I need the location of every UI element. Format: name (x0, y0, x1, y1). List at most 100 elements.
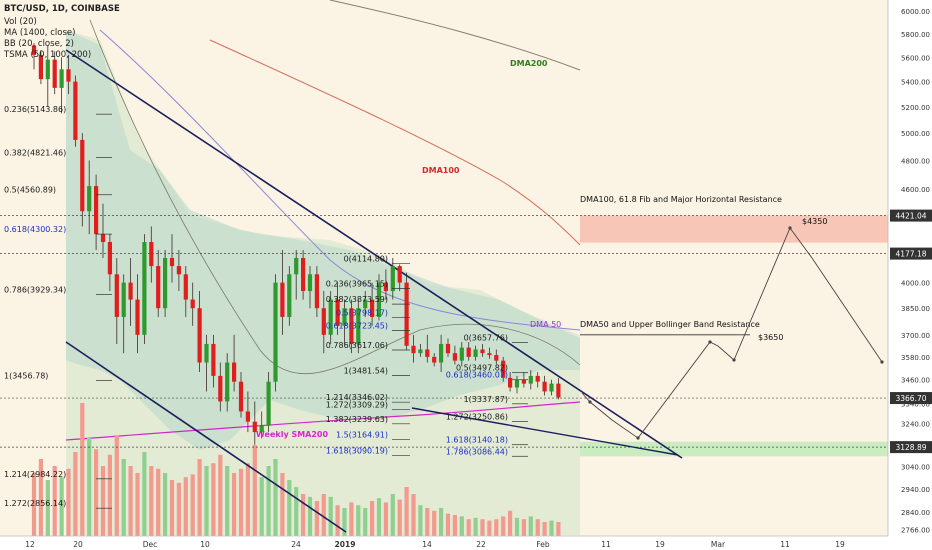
candle-body (80, 139, 85, 212)
volume-bar (376, 498, 382, 536)
volume-bar (211, 463, 216, 536)
volume-bar (80, 403, 85, 536)
time-axis-panel (0, 536, 888, 550)
indicator-bb[interactable]: BB (20, close, 2) (4, 39, 74, 49)
volume-bar (480, 519, 485, 536)
volume-bar (404, 487, 409, 536)
dma50-label: DMA 50 (530, 320, 561, 329)
volume-bar (94, 449, 99, 536)
price-tag-box (890, 441, 932, 454)
volume-bar (542, 522, 547, 536)
price-tag-label: 4421.04 (895, 212, 926, 221)
candle-body (411, 345, 416, 354)
price-axis-tick-label: 4000.00 (901, 280, 930, 288)
price-axis-panel (888, 0, 932, 550)
indicator-ma[interactable]: MA (1400, close) (4, 28, 76, 38)
projection-arrowhead (708, 340, 712, 344)
candle-body (335, 299, 340, 326)
target-3650-label: $3650 (758, 333, 783, 342)
price-axis-tick-label: 4600.00 (901, 186, 930, 194)
time-axis-tick-label: 11 (601, 540, 611, 549)
candle-body (356, 308, 361, 344)
volume-bar (432, 510, 437, 536)
candle-body (349, 308, 354, 344)
volume-bar (266, 466, 271, 536)
candle-body (190, 299, 195, 309)
time-axis-tick-label: 2019 (335, 540, 356, 549)
price-tag-label: 4177.18 (895, 250, 926, 259)
candle-body (225, 362, 230, 402)
volume-bar (501, 516, 506, 536)
volume-bar (238, 468, 244, 536)
candle-body (466, 347, 471, 357)
price-axis-tick-label: 5000.00 (901, 130, 930, 138)
fib-right-label: 0.618(3460.07) (446, 371, 508, 380)
candle-body (252, 421, 257, 433)
price-axis-tick-label: 5800.00 (901, 31, 930, 39)
fib-left-label: 0.618(4300.32) (4, 225, 66, 234)
volume-bar (321, 494, 326, 536)
fib-mid-label: 0.618(3723.45) (326, 322, 388, 331)
volume-bar (121, 459, 126, 536)
fib-left-label: 0.236(5143.86) (4, 105, 66, 114)
resistance-zone-annotation: DMA100, 61.8 Fib and Major Horizontal Re… (580, 195, 782, 204)
price-axis-tick-label: 3850.00 (901, 305, 930, 313)
weekly-sma200-line (65, 401, 581, 441)
candle-body (31, 45, 37, 55)
volume-bar (38, 459, 43, 536)
candle-body (294, 257, 299, 275)
candle-body (273, 282, 278, 382)
dma200-line (329, 0, 581, 71)
candle-body (73, 81, 78, 140)
volume-bar (383, 502, 388, 536)
volume-bar (439, 508, 444, 536)
time-axis-tick-label: 10 (200, 540, 210, 549)
volume-bar (487, 520, 492, 536)
candle-body (508, 377, 513, 388)
volume-bar (390, 494, 395, 536)
volume-bar (100, 466, 106, 536)
price-axis-tick-label: 4800.00 (901, 158, 930, 166)
volume-bar (514, 517, 520, 536)
fib-mid-label: 0.786(3617.06) (326, 341, 388, 350)
volume-bar (73, 452, 78, 536)
volume-bar (425, 508, 430, 536)
candle-body (542, 381, 547, 392)
volume-bar (59, 477, 64, 536)
volume-bar (280, 473, 285, 536)
indicator-tsma[interactable]: TSMA (50, 100, 200) (4, 50, 92, 60)
volume-bar (521, 519, 526, 536)
fib-left-label: 0.786(3929.34) (4, 286, 66, 295)
fib-right-label: 1.272(3250.86) (446, 413, 508, 422)
candle-body (176, 266, 181, 275)
volume-bar (328, 496, 333, 536)
price-axis-tick-label: 3040.00 (901, 463, 930, 471)
volume-bar (45, 480, 50, 536)
time-axis-tick-label: 19 (655, 540, 665, 549)
time-axis-tick-label: 24 (291, 540, 301, 549)
indicator-volume[interactable]: Vol (20) (4, 17, 37, 27)
fib-left-label: 1.272(2856.14) (4, 499, 66, 508)
volume-bar (287, 480, 292, 536)
time-axis-tick-label: 12 (25, 540, 35, 549)
candle-body (321, 308, 326, 335)
channel-lower-line (65, 341, 347, 533)
candle-body (163, 257, 168, 309)
price-axis-tick-label: 5400.00 (901, 79, 930, 87)
projection-arrowhead (880, 360, 884, 364)
volume-bar (204, 466, 209, 536)
volume-bar (349, 502, 354, 536)
volume-bar (466, 519, 471, 536)
fib-left-label: 1(3456.78) (4, 371, 48, 380)
volume-bar (87, 438, 92, 536)
candle-body (363, 299, 368, 309)
projection-arrowhead (788, 226, 792, 230)
price-axis-tick-label: 3700.00 (901, 332, 930, 340)
price-axis-tick-label: 3580.00 (901, 354, 930, 362)
candle-body (301, 257, 306, 292)
volume-bar (31, 473, 37, 536)
candle-body (114, 274, 119, 317)
wedge-lower-line (411, 407, 679, 456)
